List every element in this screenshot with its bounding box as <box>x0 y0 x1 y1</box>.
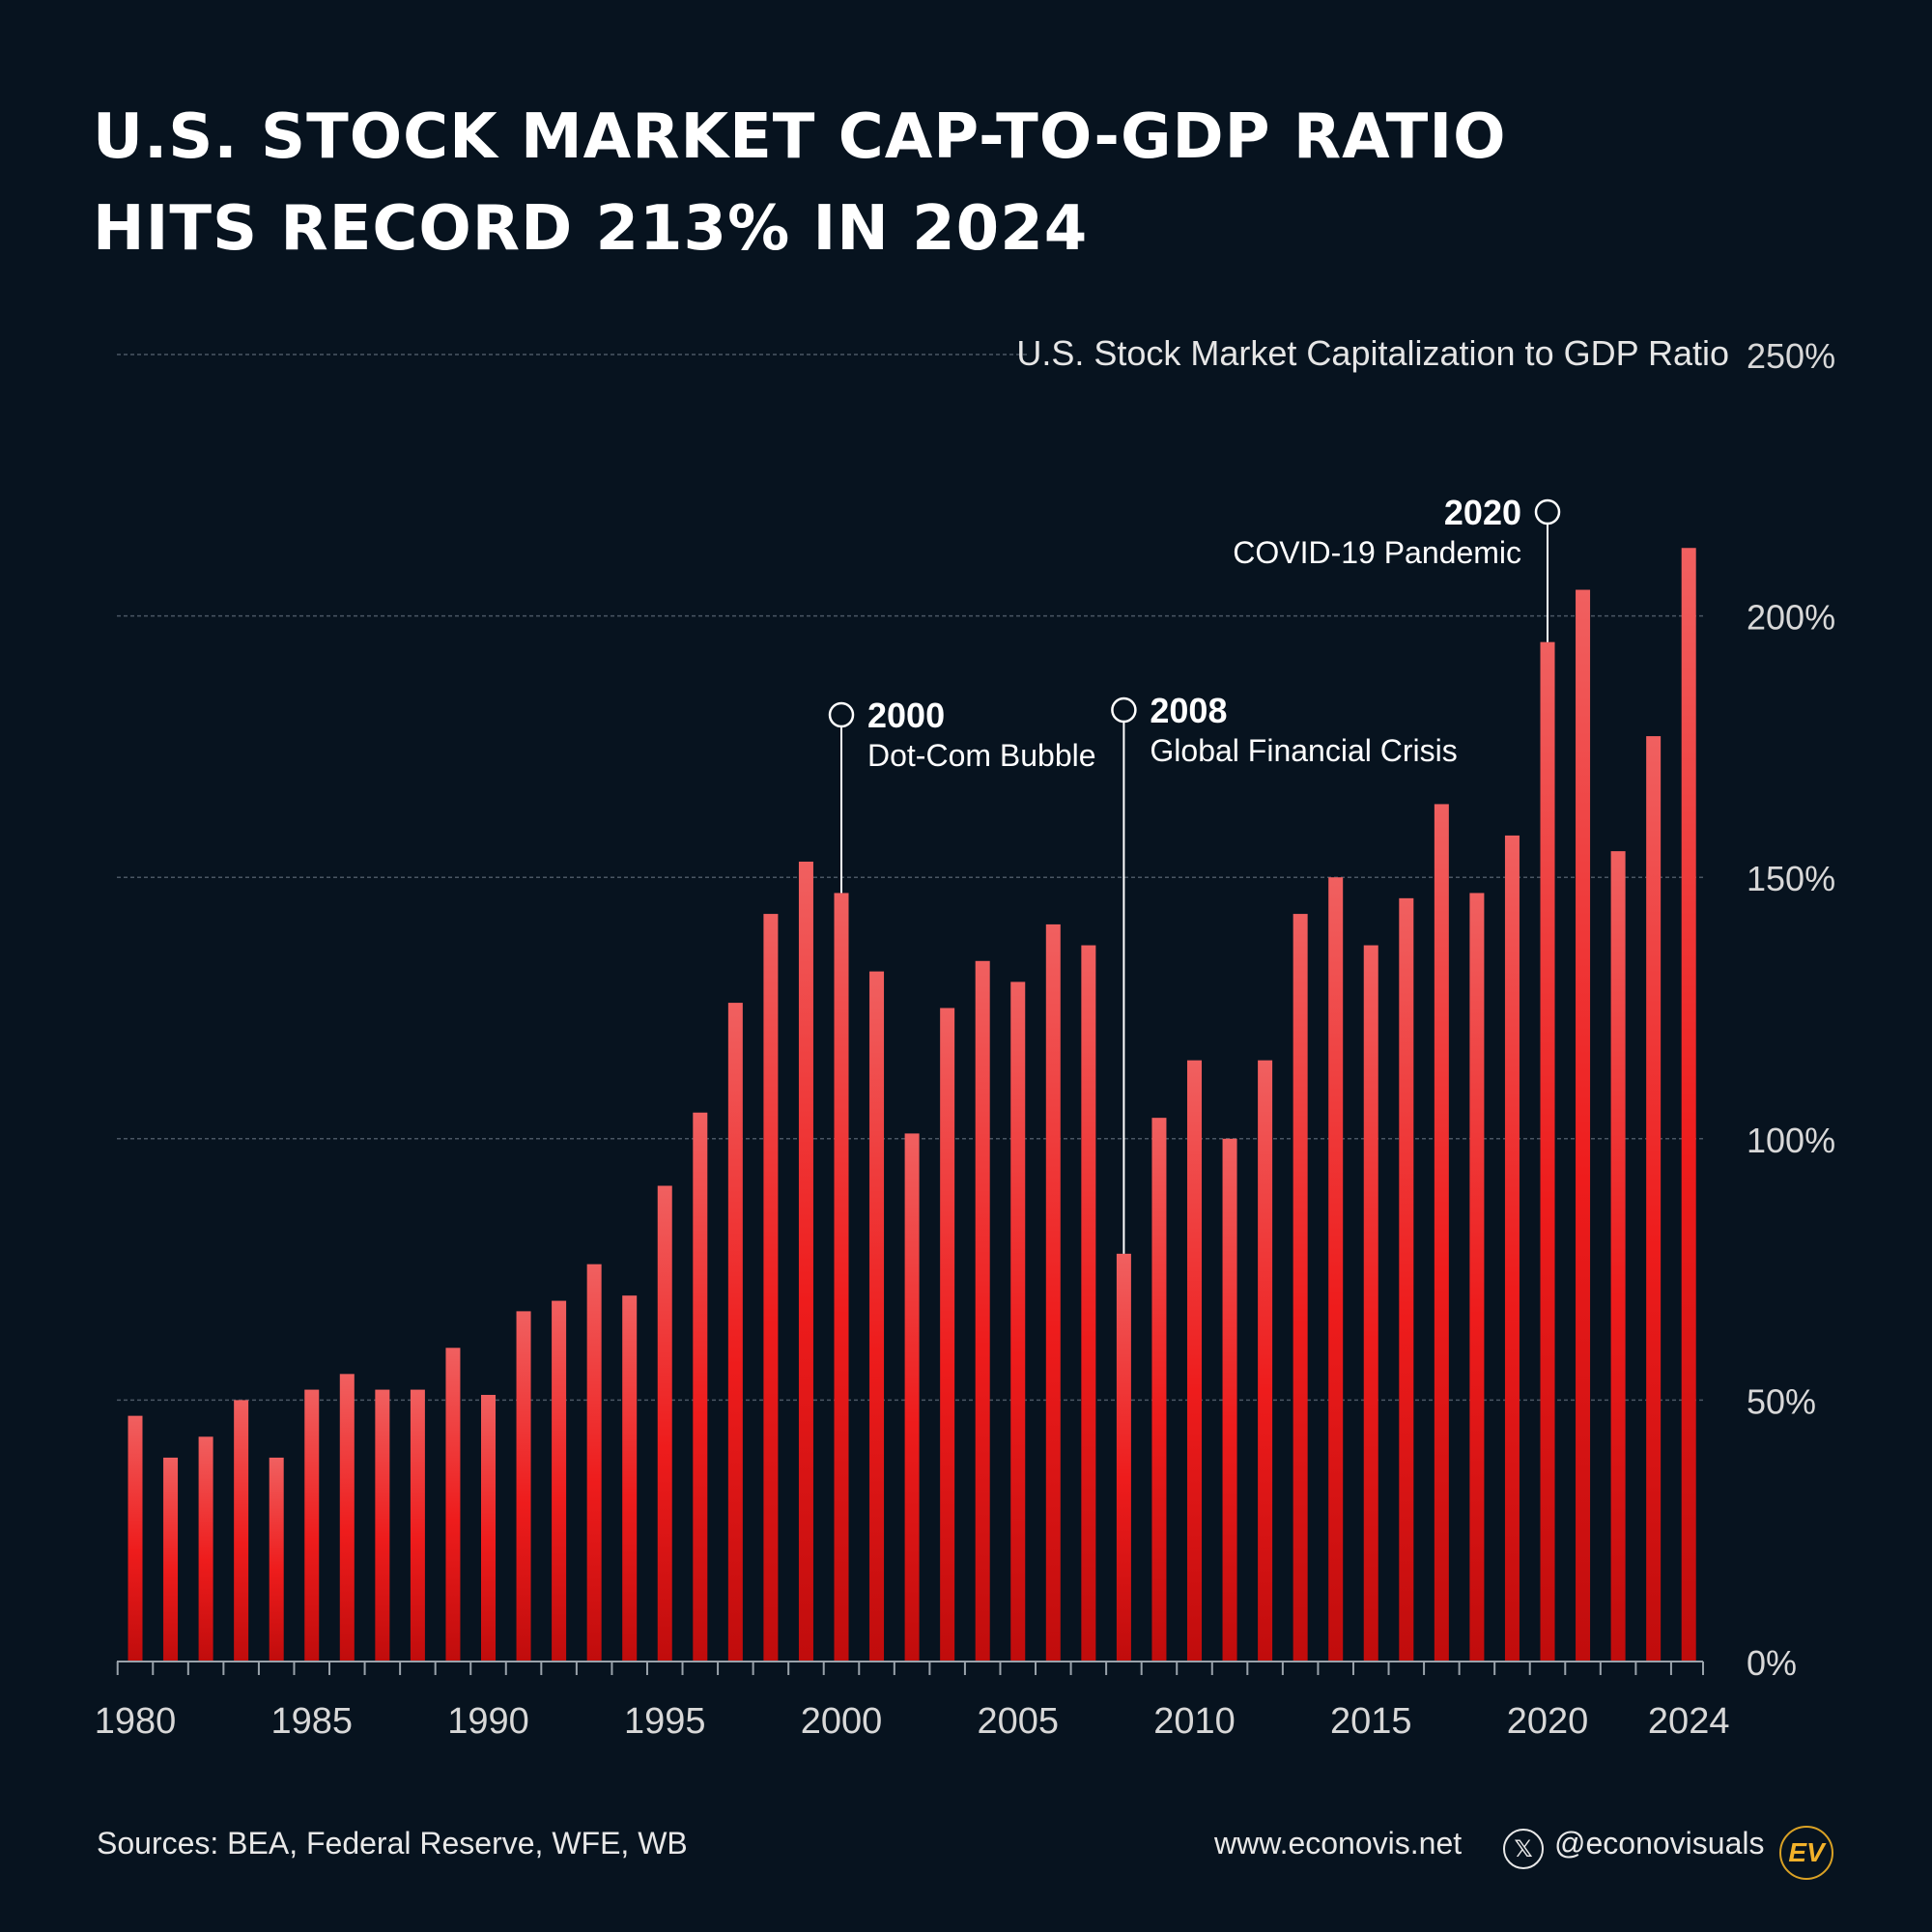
x-tick-label: 1985 <box>270 1701 353 1742</box>
bar-2004 <box>975 960 990 1662</box>
annotation-text: COVID-19 Pandemic <box>1233 535 1521 570</box>
bar-1988 <box>410 1389 425 1662</box>
bar-2000 <box>834 893 849 1662</box>
bar-2017 <box>1434 804 1449 1662</box>
bar-2011 <box>1222 1138 1237 1662</box>
bar-2022 <box>1610 851 1626 1662</box>
y-tick-label: 200% <box>1747 598 1835 638</box>
bar-2013 <box>1293 914 1308 1662</box>
bar-2006 <box>1045 923 1061 1662</box>
x-logo-icon: 𝕏 <box>1503 1829 1544 1869</box>
bar-2020 <box>1540 641 1555 1662</box>
annotation-marker <box>828 701 855 728</box>
bar-2003 <box>940 1008 955 1662</box>
bar-1991 <box>516 1311 531 1662</box>
bar-2007 <box>1081 945 1096 1662</box>
y-tick-label: 250% <box>1747 336 1835 376</box>
y-tick-label: 150% <box>1747 859 1835 898</box>
x-tick-label: 2015 <box>1330 1701 1412 1742</box>
bar-1989 <box>445 1348 461 1662</box>
bar-1980 <box>128 1415 143 1662</box>
bar-1994 <box>622 1295 638 1662</box>
bar-1990 <box>481 1394 496 1662</box>
bar-2019 <box>1504 835 1520 1662</box>
x-tick-label: 2020 <box>1507 1701 1589 1742</box>
bar-1992 <box>552 1300 567 1662</box>
x-tick-label: 2024 <box>1648 1701 1730 1742</box>
bar-1997 <box>727 1003 743 1662</box>
bar-2005 <box>1010 981 1026 1662</box>
bar-2018 <box>1469 893 1485 1662</box>
social-handle[interactable]: @econovisuals <box>1554 1826 1765 1861</box>
bar-1986 <box>339 1374 355 1662</box>
annotation-year: 2000 <box>867 696 945 735</box>
bar-2008 <box>1116 1253 1131 1662</box>
x-tick-label: 1990 <box>447 1701 529 1742</box>
annotation-year: 2020 <box>1444 493 1521 532</box>
x-tick-label: 1995 <box>624 1701 706 1742</box>
title-line-1: U.S. STOCK MARKET CAP-TO-GDP RATIO <box>93 101 1507 173</box>
y-tick-label: 100% <box>1747 1121 1835 1160</box>
bar-2010 <box>1187 1060 1202 1662</box>
annotation-year: 2008 <box>1150 691 1227 730</box>
bar-2001 <box>869 971 885 1662</box>
bar-2015 <box>1363 945 1378 1662</box>
annotation-text: Dot-Com Bubble <box>867 738 1096 773</box>
x-tick-label: 2000 <box>801 1701 883 1742</box>
bar-1987 <box>375 1389 390 1662</box>
x-tick-label: 1980 <box>95 1701 177 1742</box>
bar-2021 <box>1576 589 1591 1662</box>
bar-1984 <box>269 1457 284 1662</box>
bar-2012 <box>1258 1060 1273 1662</box>
y-tick-label: 50% <box>1747 1381 1816 1421</box>
sources-note: Sources: BEA, Federal Reserve, WFE, WB <box>97 1826 688 1861</box>
bar-2023 <box>1646 736 1662 1662</box>
annotation-text: Global Financial Crisis <box>1150 733 1457 768</box>
bar-1998 <box>763 914 779 1662</box>
bar-1983 <box>234 1400 249 1662</box>
bar-2009 <box>1151 1118 1167 1662</box>
bar-1982 <box>198 1436 213 1662</box>
econovis-logo: EV <box>1779 1826 1833 1880</box>
title-line-2: HITS RECORD 213% IN 2024 <box>93 193 1089 265</box>
website-link[interactable]: www.econovis.net <box>1214 1826 1463 1861</box>
y-tick-label: 0% <box>1747 1643 1797 1683</box>
bar-2014 <box>1328 877 1344 1662</box>
bar-1995 <box>657 1185 672 1662</box>
bar-1981 <box>163 1457 179 1662</box>
annotation-marker <box>1534 498 1561 526</box>
page-title: U.S. STOCK MARKET CAP-TO-GDP RATIO HITS … <box>93 92 1507 275</box>
annotation-marker <box>1111 696 1137 724</box>
bar-2016 <box>1399 897 1414 1662</box>
bar-1996 <box>693 1112 708 1662</box>
x-tick-label: 2005 <box>977 1701 1059 1742</box>
bar-2024 <box>1681 548 1696 1662</box>
bar-1993 <box>586 1264 602 1662</box>
bar-2002 <box>904 1133 920 1662</box>
x-tick-label: 2010 <box>1153 1701 1236 1742</box>
bar-1999 <box>798 861 813 1662</box>
bar-1985 <box>304 1389 320 1662</box>
chart-title: U.S. Stock Market Capitalization to GDP … <box>1016 333 1729 373</box>
